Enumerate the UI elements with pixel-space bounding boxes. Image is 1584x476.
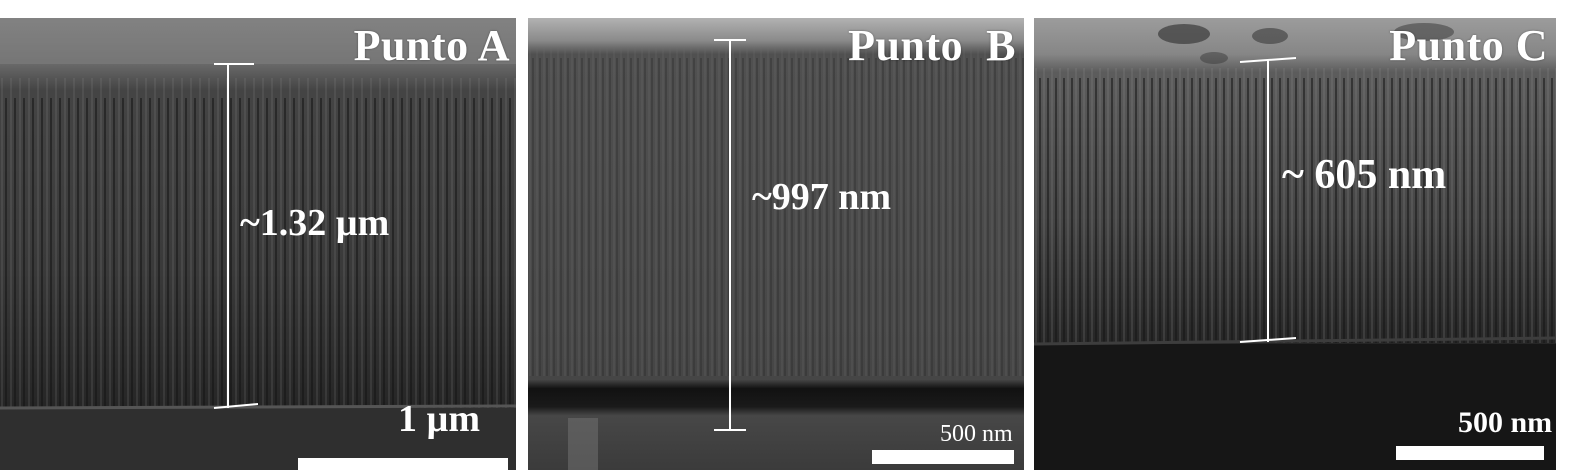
panel-title: Punto A — [353, 21, 510, 70]
scale-label: 500 nm — [940, 421, 1013, 447]
thickness-label: ~ 605 nm — [1282, 152, 1447, 198]
sem-image-c — [1034, 18, 1556, 470]
scale-bar — [872, 450, 1014, 464]
scale-label: 1 µm — [398, 398, 481, 440]
scale-label: 500 nm — [1458, 406, 1553, 439]
scale-bar — [298, 458, 508, 470]
sem-panel-c: Punto C ~ 605 nm 500 nm — [1034, 18, 1556, 470]
sem-image-a — [0, 18, 516, 470]
scale-bar — [1396, 446, 1544, 460]
sem-image-b — [528, 18, 1024, 470]
sem-panel-a: Punto A ~1.32 µm 1 µm — [0, 18, 516, 470]
thickness-label: ~1.32 µm — [240, 202, 390, 244]
panel-title: Punto C — [1389, 21, 1548, 70]
sem-panel-b: Punto B ~997 nm 500 nm — [528, 18, 1024, 470]
thickness-label: ~997 nm — [752, 176, 892, 218]
panel-title: Punto B — [848, 21, 1016, 70]
